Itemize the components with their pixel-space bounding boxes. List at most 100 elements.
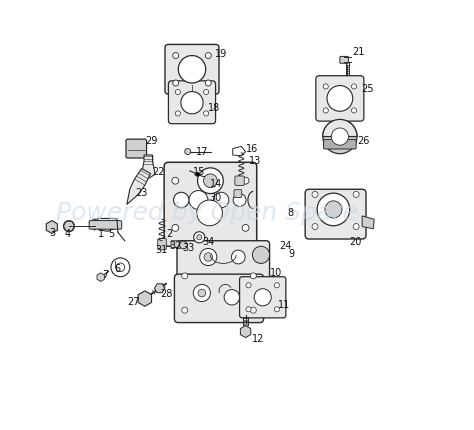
Circle shape bbox=[323, 84, 328, 89]
Circle shape bbox=[353, 224, 359, 230]
Circle shape bbox=[172, 177, 179, 184]
FancyBboxPatch shape bbox=[126, 139, 146, 158]
Circle shape bbox=[200, 249, 217, 266]
Circle shape bbox=[66, 224, 72, 229]
Circle shape bbox=[250, 307, 256, 313]
Text: 8: 8 bbox=[288, 208, 294, 218]
Circle shape bbox=[205, 80, 211, 86]
Circle shape bbox=[317, 193, 350, 226]
Polygon shape bbox=[64, 221, 74, 231]
Text: 16: 16 bbox=[246, 144, 258, 154]
Text: 14: 14 bbox=[210, 179, 223, 189]
Circle shape bbox=[331, 128, 348, 145]
FancyBboxPatch shape bbox=[316, 76, 364, 121]
FancyBboxPatch shape bbox=[324, 140, 356, 149]
Polygon shape bbox=[319, 77, 361, 120]
Circle shape bbox=[173, 52, 179, 58]
Circle shape bbox=[353, 191, 359, 197]
Polygon shape bbox=[46, 221, 57, 233]
Circle shape bbox=[274, 283, 280, 288]
Circle shape bbox=[197, 200, 222, 226]
Circle shape bbox=[111, 258, 130, 277]
Text: 12: 12 bbox=[252, 334, 264, 344]
Circle shape bbox=[189, 190, 208, 209]
Text: 18: 18 bbox=[208, 103, 220, 113]
Circle shape bbox=[253, 246, 270, 264]
Circle shape bbox=[194, 232, 205, 243]
FancyBboxPatch shape bbox=[235, 176, 244, 185]
Circle shape bbox=[351, 84, 356, 89]
Text: 24: 24 bbox=[279, 241, 292, 251]
Circle shape bbox=[175, 89, 181, 95]
Text: 20: 20 bbox=[349, 237, 362, 246]
FancyBboxPatch shape bbox=[340, 56, 348, 63]
Circle shape bbox=[185, 149, 191, 154]
Circle shape bbox=[180, 241, 187, 249]
Circle shape bbox=[197, 235, 202, 240]
Circle shape bbox=[351, 108, 356, 113]
Text: 26: 26 bbox=[357, 136, 369, 146]
Text: 13: 13 bbox=[249, 157, 261, 166]
Circle shape bbox=[323, 108, 328, 113]
Polygon shape bbox=[96, 218, 118, 231]
Circle shape bbox=[172, 224, 179, 231]
Circle shape bbox=[213, 192, 229, 208]
FancyBboxPatch shape bbox=[234, 190, 242, 197]
Circle shape bbox=[181, 92, 203, 114]
Text: 22: 22 bbox=[152, 167, 164, 177]
FancyBboxPatch shape bbox=[168, 81, 216, 124]
Text: 3: 3 bbox=[49, 228, 55, 238]
Circle shape bbox=[233, 194, 246, 206]
Circle shape bbox=[116, 263, 125, 272]
Polygon shape bbox=[127, 169, 151, 204]
FancyBboxPatch shape bbox=[158, 239, 166, 250]
Text: 19: 19 bbox=[215, 49, 227, 59]
FancyBboxPatch shape bbox=[174, 274, 264, 322]
Circle shape bbox=[231, 250, 245, 264]
Text: 29: 29 bbox=[145, 136, 157, 146]
Circle shape bbox=[182, 273, 188, 279]
Circle shape bbox=[195, 172, 200, 176]
Circle shape bbox=[182, 307, 188, 313]
Polygon shape bbox=[240, 326, 251, 338]
Polygon shape bbox=[155, 284, 165, 293]
Circle shape bbox=[173, 192, 189, 208]
Circle shape bbox=[312, 191, 318, 197]
Circle shape bbox=[312, 224, 318, 230]
Text: 1: 1 bbox=[98, 229, 104, 239]
Circle shape bbox=[203, 111, 209, 116]
Text: 4: 4 bbox=[64, 229, 71, 239]
Circle shape bbox=[198, 289, 206, 297]
FancyBboxPatch shape bbox=[164, 162, 257, 246]
Circle shape bbox=[175, 111, 181, 116]
Text: 27: 27 bbox=[128, 297, 140, 307]
Circle shape bbox=[224, 289, 239, 305]
Text: 28: 28 bbox=[161, 289, 173, 299]
Text: 33: 33 bbox=[182, 243, 194, 253]
Text: 30: 30 bbox=[209, 193, 221, 203]
Text: 11: 11 bbox=[278, 300, 290, 310]
Polygon shape bbox=[90, 219, 100, 230]
Text: 5: 5 bbox=[109, 229, 115, 239]
Text: 9: 9 bbox=[289, 249, 294, 259]
Circle shape bbox=[242, 224, 249, 231]
FancyBboxPatch shape bbox=[177, 241, 270, 286]
Circle shape bbox=[323, 120, 357, 154]
Text: 17: 17 bbox=[196, 147, 209, 157]
Text: 23: 23 bbox=[135, 188, 147, 198]
Text: 31: 31 bbox=[155, 245, 168, 255]
Polygon shape bbox=[97, 273, 104, 281]
Text: 32: 32 bbox=[169, 241, 182, 251]
Text: 2: 2 bbox=[166, 229, 173, 239]
Circle shape bbox=[178, 55, 206, 83]
Circle shape bbox=[250, 273, 256, 279]
Circle shape bbox=[327, 86, 353, 111]
FancyBboxPatch shape bbox=[171, 241, 179, 248]
Circle shape bbox=[254, 289, 271, 306]
Circle shape bbox=[198, 168, 223, 194]
Circle shape bbox=[193, 284, 210, 301]
Polygon shape bbox=[138, 291, 152, 306]
Wedge shape bbox=[323, 120, 357, 137]
Polygon shape bbox=[141, 155, 155, 178]
Circle shape bbox=[205, 52, 211, 58]
